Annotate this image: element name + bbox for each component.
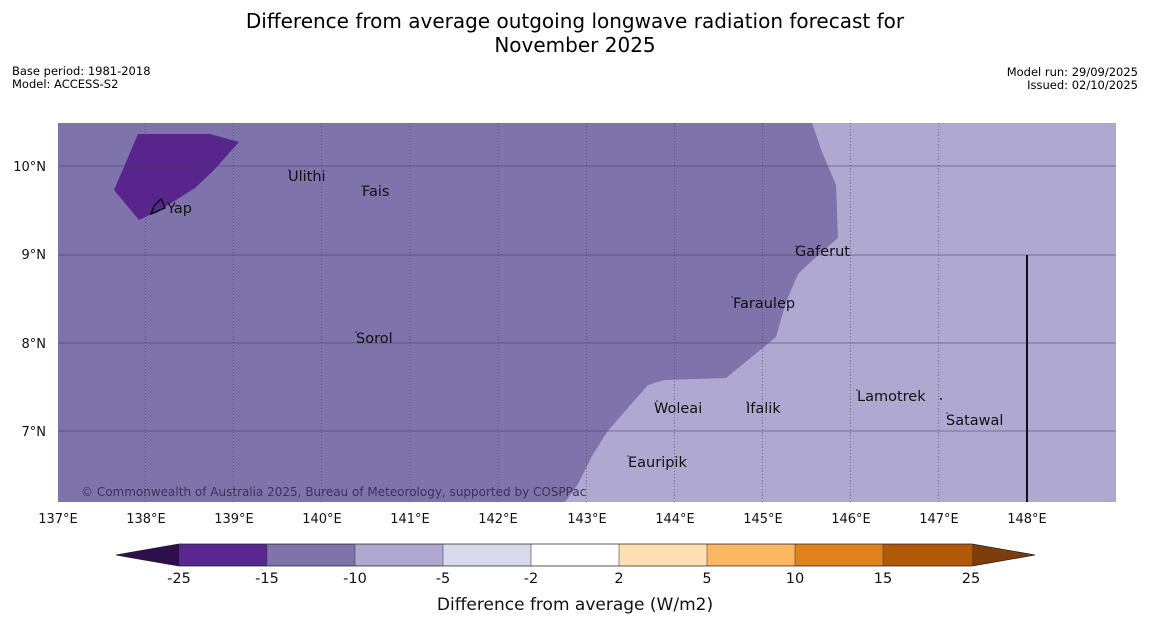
weaker-anomaly-region: [565, 123, 1116, 502]
colorbar-title: Difference from average (W/m2): [437, 595, 713, 615]
colorbar-tick-label: 10: [786, 571, 804, 587]
copyright-notice: © Commonwealth of Australia 2025, Bureau…: [81, 485, 586, 499]
place-label-ulithi: Ulithi: [288, 169, 326, 185]
lon-label-138e: 138°E: [126, 512, 166, 527]
strong-anomaly-patch: [114, 134, 239, 220]
place-label-ifalik: Ifalik: [746, 401, 781, 417]
colorbar-tick-label: 25: [962, 571, 980, 587]
colorbar-tick-label: -5: [436, 571, 450, 587]
lat-label-7n: 7°N: [22, 425, 47, 440]
place-label-satawal: Satawal: [946, 413, 1003, 429]
colorbar-segment: [179, 544, 267, 566]
lat-tick-labels: 10°N 9°N 8°N 7°N: [13, 160, 46, 440]
colorbar-lower-extension: [116, 544, 179, 566]
colorbar-tick-label: 2: [614, 571, 623, 587]
colorbar-tick-label: -10: [343, 571, 367, 587]
colorbar-segment: [795, 544, 883, 566]
place-label-eauripik: Eauripik: [628, 455, 687, 471]
colorbar-tick-label: -15: [255, 571, 279, 587]
base-info: Base period: 1981-2018 Model: ACCESS-S2: [12, 65, 151, 91]
lon-label-148e: 148°E: [1007, 512, 1047, 527]
lat-label-10n: 10°N: [13, 160, 46, 175]
map-title: Difference from average outgoing longwav…: [0, 9, 1150, 57]
colorbar-tick-label: 15: [874, 571, 892, 587]
place-label-gaferut: Gaferut: [795, 244, 850, 260]
colorbar-segment: [707, 544, 795, 566]
colorbar-outline: [115, 543, 1036, 567]
lon-label-147e: 147°E: [919, 512, 959, 527]
colorbar-segment: [883, 544, 972, 566]
lat-label-8n: 8°N: [22, 337, 47, 352]
colorbar-tick-label: 5: [702, 571, 711, 587]
lon-label-142e: 142°E: [478, 512, 518, 527]
lon-label-141e: 141°E: [390, 512, 430, 527]
lat-label-9n: 9°N: [22, 248, 47, 263]
colorbar-upper-extension: [972, 544, 1035, 566]
lon-label-140e: 140°E: [302, 512, 342, 527]
lon-label-144e: 144°E: [655, 512, 695, 527]
colorbar: -25 -15 -10 -5 -2 2 5 10 15 25 Differenc…: [115, 543, 1036, 615]
colorbar-dividers: [266, 544, 884, 566]
lon-label-146e: 146°E: [831, 512, 871, 527]
title-line-1: Difference from average outgoing longwav…: [245, 9, 905, 33]
base-period: Base period: 1981-2018: [12, 64, 151, 78]
run-info: Model run: 29/09/2025 Issued: 02/10/2025: [1007, 66, 1138, 92]
colorbar-tick-label: -2: [524, 571, 538, 587]
issued-date: Issued: 02/10/2025: [1027, 78, 1138, 92]
colorbar-tick-label: -25: [167, 571, 191, 587]
lon-tick-labels: 137°E 138°E 139°E 140°E 141°E 142°E 143°…: [38, 512, 1047, 527]
model-name: Model: ACCESS-S2: [12, 77, 119, 91]
model-run: Model run: 29/09/2025: [1006, 65, 1138, 79]
place-label-yap: Yap: [166, 201, 192, 217]
lat-gridlines: [58, 165, 1116, 432]
colorbar-segment: [355, 544, 443, 566]
colorbar-segment: [443, 544, 531, 566]
title-line-2: November 2025: [494, 33, 656, 57]
lon-label-137e: 137°E: [38, 512, 78, 527]
lon-gridlines: [145, 123, 940, 502]
map-panel: Ulithi Fais Yap Gaferut Faraulep Sorol W…: [58, 123, 1116, 502]
place-label-fais: Fais: [362, 184, 389, 200]
place-label-sorol: Sorol: [356, 331, 393, 347]
lon-label-139e: 139°E: [214, 512, 254, 527]
yap-island-outline: [149, 197, 166, 216]
island-markers: [288, 169, 948, 457]
place-label-woleai: Woleai: [654, 401, 702, 417]
colorbar-segment: [531, 544, 619, 566]
place-label-faraulep: Faraulep: [733, 296, 795, 312]
colorbar-segment: [619, 544, 707, 566]
lon-label-145e: 145°E: [743, 512, 783, 527]
lon-label-143e: 143°E: [567, 512, 607, 527]
colorbar-segment: [267, 544, 355, 566]
place-label-lamotrek: Lamotrek: [857, 389, 926, 405]
